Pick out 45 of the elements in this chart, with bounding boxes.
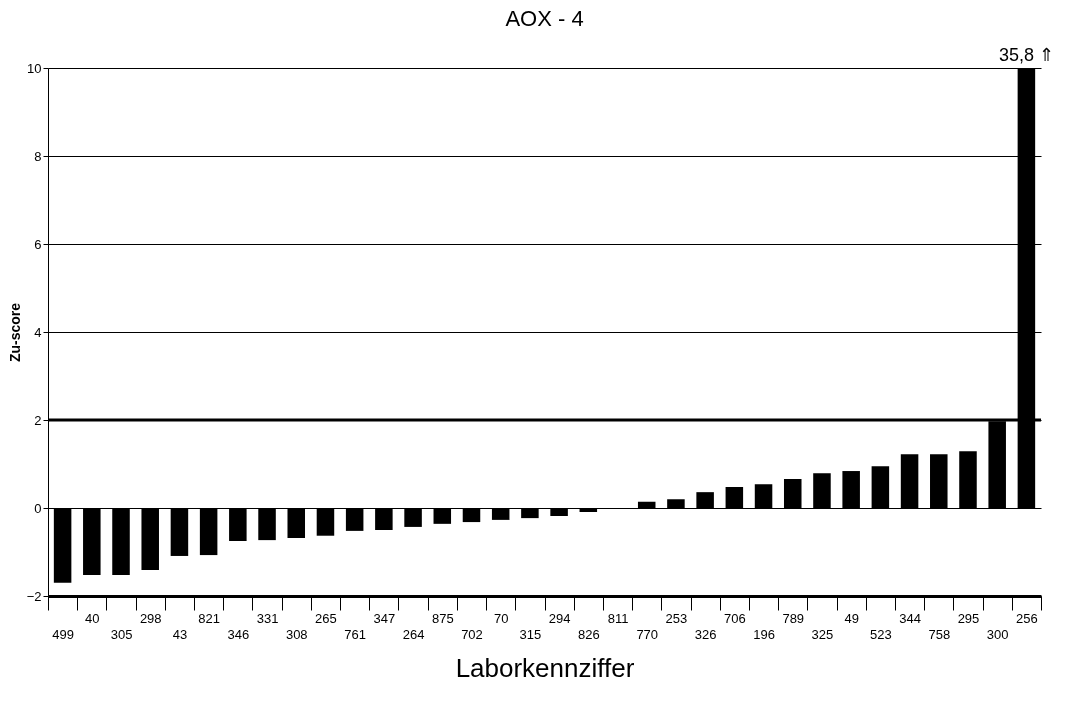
x-tick-label: 758 (928, 626, 951, 642)
x-tick-label: 43 (172, 626, 188, 642)
x-tick-label: 499 (52, 626, 74, 642)
y-tick-label: −2 (26, 588, 42, 604)
x-tick-label: 875 (431, 610, 454, 626)
x-tick-label: 315 (519, 626, 542, 642)
x-tick-label: 347 (373, 610, 396, 626)
x-tick-label: 811 (607, 610, 629, 626)
y-tick-label: 0 (34, 500, 42, 516)
x-tick-label: 706 (723, 610, 746, 626)
x-tick-label: 300 (986, 626, 1009, 642)
x-tick-label: 305 (110, 626, 133, 642)
x-tick-label: 294 (548, 610, 571, 626)
x-tick-label: 265 (315, 610, 337, 626)
x-tick-label: 295 (957, 610, 980, 626)
x-tick-label: 264 (402, 626, 425, 642)
x-tick-label: 821 (198, 610, 220, 626)
x-tick-label: 298 (139, 610, 162, 626)
x-tick-label: 826 (577, 626, 600, 642)
x-tick-label: 326 (694, 626, 717, 642)
y-tick-label: 10 (27, 60, 42, 76)
x-tick-label: 702 (461, 626, 483, 642)
annotation: 35,8 ⇑ (998, 45, 1054, 65)
y-tick-label: 2 (34, 412, 42, 428)
x-tick-label: 344 (899, 610, 921, 626)
x-tick-label: 331 (256, 610, 279, 626)
x-tick-label: 40 (85, 610, 100, 626)
x-tick-label: 49 (844, 610, 859, 626)
y-axis-title: Zu-score (6, 302, 23, 363)
x-tick-label: 523 (870, 626, 892, 642)
x-tick-label: 253 (665, 610, 688, 626)
chart-title: AOX - 4 (505, 6, 584, 31)
x-tick-label: 70 (493, 610, 509, 626)
x-tick-label: 770 (636, 626, 659, 642)
x-tick-label: 761 (344, 626, 367, 642)
x-tick-label: 789 (782, 610, 805, 626)
y-tick-label: 6 (34, 236, 42, 252)
x-tick-label: 346 (227, 626, 250, 642)
x-tick-label: 196 (753, 626, 775, 642)
x-tick-label: 256 (1016, 610, 1038, 626)
y-tick-label: 8 (34, 148, 42, 164)
x-tick-label: 325 (811, 626, 834, 642)
x-tick-label: 308 (285, 626, 308, 642)
x-axis-title: Laborkennziffer (455, 652, 635, 683)
y-tick-label: 4 (34, 324, 42, 340)
